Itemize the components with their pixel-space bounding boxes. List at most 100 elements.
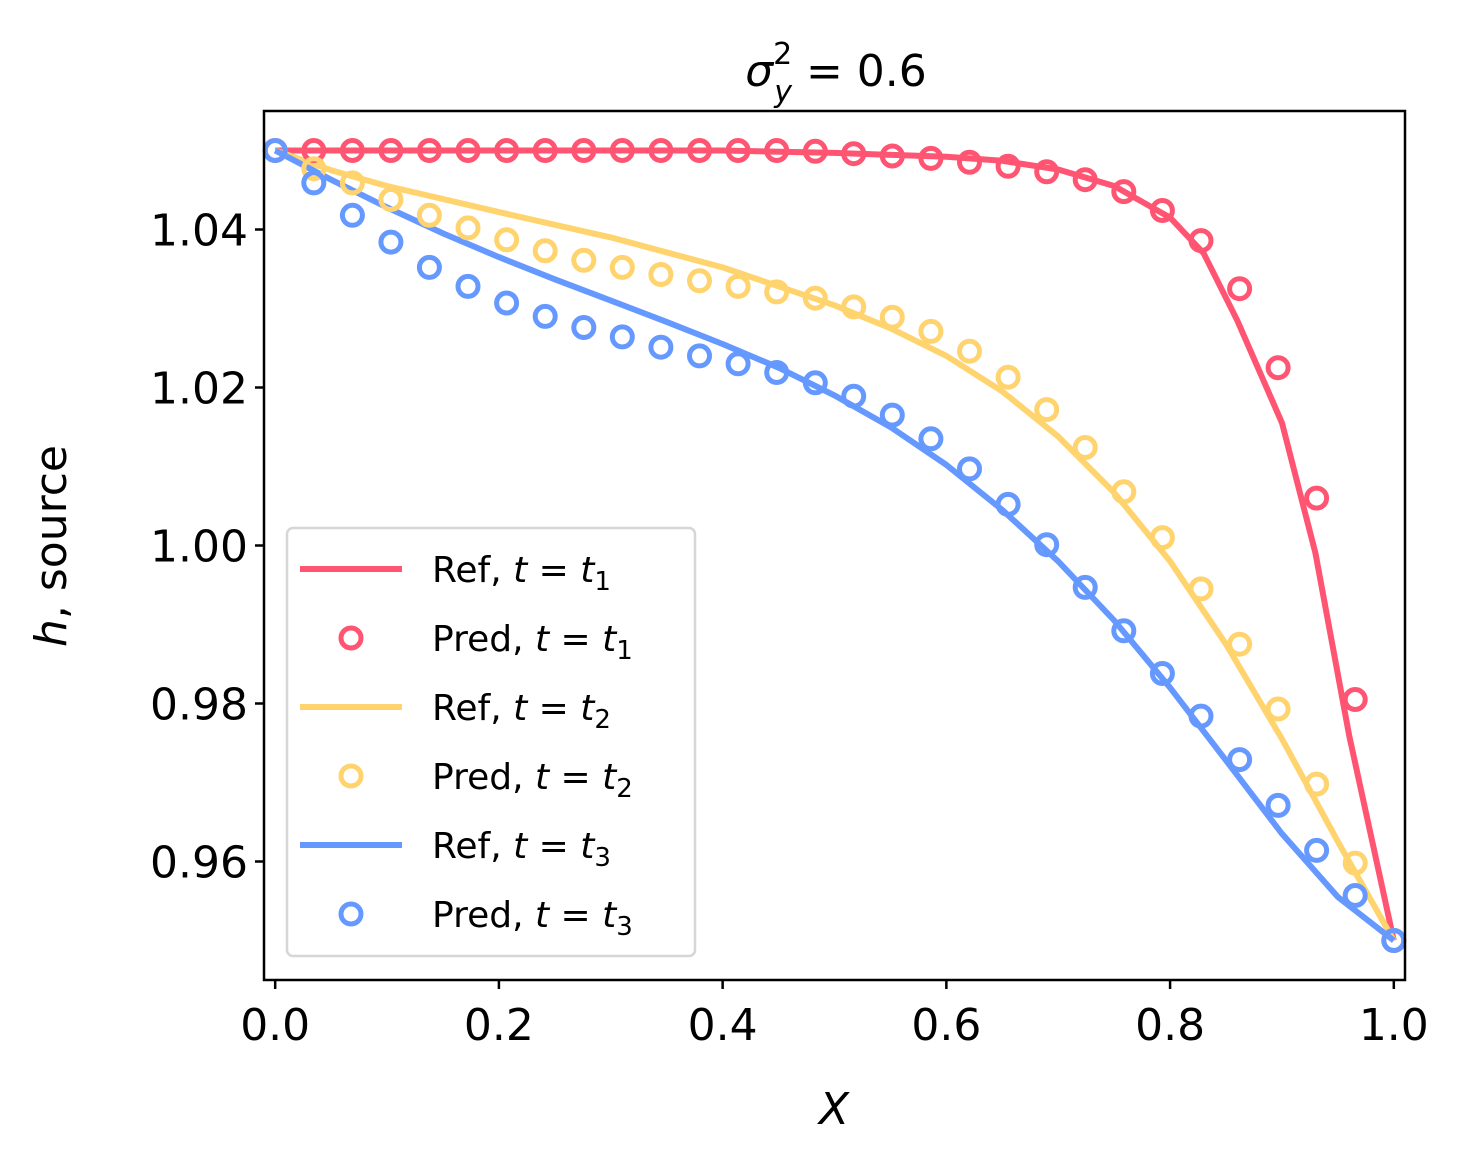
pred-point-t1 bbox=[1149, 198, 1175, 223]
pred-point-t1 bbox=[1342, 687, 1368, 712]
pred-point-t1 bbox=[1304, 485, 1330, 511]
pred-point-t1 bbox=[532, 138, 558, 163]
x-tick-label: 0.6 bbox=[911, 1000, 981, 1051]
pred-point-t2 bbox=[571, 247, 597, 273]
pred-point-t3 bbox=[648, 334, 674, 360]
x-tick-label: 0.0 bbox=[240, 1000, 310, 1051]
legend-marker-t2 bbox=[338, 763, 364, 789]
chart-title: σ2 y = 0.6 bbox=[745, 37, 927, 110]
pred-point-t1 bbox=[609, 138, 635, 163]
x-axis-label: X bbox=[817, 1084, 850, 1135]
pred-point-t1 bbox=[918, 145, 944, 171]
pred-point-t3 bbox=[1304, 837, 1330, 863]
pred-point-t3 bbox=[571, 315, 597, 340]
pred-point-t2 bbox=[609, 254, 635, 280]
pred-point-t3 bbox=[841, 383, 867, 409]
legend: Ref, t = t1 Pred, t = t1 Ref, t = t2 Pred, … bbox=[285, 526, 697, 958]
pred-point-t2 bbox=[879, 304, 905, 330]
pred-point-t1 bbox=[879, 143, 905, 169]
pred-point-t1 bbox=[455, 138, 481, 163]
pred-point-t3 bbox=[802, 370, 828, 396]
pred-point-t1 bbox=[1034, 159, 1060, 185]
pred-point-t2 bbox=[532, 238, 558, 264]
pred-point-t1 bbox=[1111, 179, 1137, 205]
legend-label-pred-t1: Pred, t = t1 bbox=[432, 619, 633, 666]
pred-point-t2 bbox=[378, 187, 404, 212]
legend-marker-t1 bbox=[338, 625, 364, 651]
pred-point-t2 bbox=[1227, 631, 1253, 657]
pred-point-t2 bbox=[1111, 479, 1137, 505]
pred-point-t2 bbox=[1265, 696, 1291, 722]
pred-point-t3 bbox=[1342, 883, 1368, 908]
pred-point-t2 bbox=[301, 156, 327, 182]
legend-label-ref-t2: Ref, t = t2 bbox=[432, 688, 611, 735]
pred-point-t2 bbox=[1034, 397, 1060, 423]
pred-point-t2 bbox=[764, 279, 790, 305]
x-tick-label: 0.4 bbox=[688, 1000, 758, 1051]
pred-point-t2 bbox=[494, 227, 520, 253]
pred-point-t3 bbox=[378, 229, 404, 255]
pred-point-t3 bbox=[1188, 703, 1214, 729]
pred-point-t1 bbox=[1227, 276, 1253, 302]
pred-point-t3 bbox=[957, 456, 982, 482]
pred-point-t2 bbox=[648, 262, 674, 287]
ref-line-t3 bbox=[273, 147, 1396, 943]
legend-label-pred-t3: Pred, t = t3 bbox=[432, 895, 633, 942]
pred-point-t1 bbox=[339, 138, 365, 163]
pred-point-t3 bbox=[879, 402, 905, 428]
pred-point-t3 bbox=[609, 324, 635, 350]
x-tick-label: 1.0 bbox=[1359, 1000, 1429, 1051]
x-tick-label: 0.2 bbox=[464, 1000, 534, 1051]
pred-point-t2 bbox=[1149, 525, 1175, 551]
pred-point-t1 bbox=[378, 138, 404, 163]
pred-point-t3 bbox=[301, 170, 327, 196]
pred-point-t3 bbox=[764, 360, 790, 385]
pred-point-t1 bbox=[841, 141, 867, 167]
pred-point-t3 bbox=[725, 351, 751, 377]
pred-point-t3 bbox=[339, 202, 365, 228]
ref-line-t2 bbox=[274, 147, 1397, 942]
pred-point-t2 bbox=[416, 202, 442, 228]
x-tick-label: 0.8 bbox=[1135, 1000, 1205, 1051]
pred-point-t2 bbox=[1342, 850, 1368, 876]
pred-point-t2 bbox=[802, 285, 828, 311]
pred-point-t2 bbox=[1188, 576, 1214, 602]
plot-area bbox=[262, 138, 1407, 953]
pred-point-t3 bbox=[687, 343, 712, 369]
y-tick-label: 0.96 bbox=[150, 838, 248, 889]
pred-point-t2 bbox=[725, 273, 751, 299]
y-tick-label: 0.98 bbox=[150, 680, 248, 731]
pred-point-t3 bbox=[1034, 532, 1060, 558]
pred-point-t2 bbox=[841, 294, 867, 320]
axis-ticks: 0.0 0.2 0.4 0.6 0.8 1.0 0.96 0.98 1.00 1.02 1.04 bbox=[150, 206, 1429, 1052]
legend-label-ref-t3: Ref, t = t3 bbox=[432, 826, 611, 873]
pred-point-t3 bbox=[918, 426, 944, 452]
legend-label-pred-t2: Pred, t = t2 bbox=[432, 757, 633, 804]
pred-point-t3 bbox=[455, 273, 481, 299]
legend-label-ref-t1: Ref, t = t1 bbox=[432, 550, 611, 597]
pred-point-t3 bbox=[1111, 618, 1137, 644]
pred-point-t2 bbox=[455, 215, 481, 241]
pred-point-t1 bbox=[1072, 167, 1098, 193]
pred-point-t3 bbox=[1072, 574, 1098, 600]
pred-point-t3 bbox=[494, 290, 520, 316]
pred-point-t1 bbox=[687, 138, 712, 163]
pred-point-t1 bbox=[725, 138, 751, 163]
pred-point-t3 bbox=[416, 254, 442, 280]
pred-point-t2 bbox=[995, 364, 1021, 390]
pred-point-t1 bbox=[1188, 228, 1214, 254]
pred-point-t3 bbox=[995, 491, 1021, 517]
y-axis-label: h, source bbox=[26, 445, 77, 647]
pred-point-t1 bbox=[648, 138, 674, 163]
pred-point-t2 bbox=[918, 318, 944, 344]
pred-point-t1 bbox=[802, 138, 828, 164]
pred-point-t1 bbox=[1265, 355, 1291, 381]
pred-point-t3 bbox=[1227, 747, 1253, 773]
pred-point-t1 bbox=[957, 149, 982, 175]
y-tick-label: 1.04 bbox=[150, 206, 248, 257]
pred-point-t1 bbox=[571, 138, 597, 163]
pred-point-t3 bbox=[1265, 792, 1291, 818]
pred-point-t2 bbox=[957, 338, 982, 364]
y-tick-label: 1.00 bbox=[150, 522, 248, 573]
